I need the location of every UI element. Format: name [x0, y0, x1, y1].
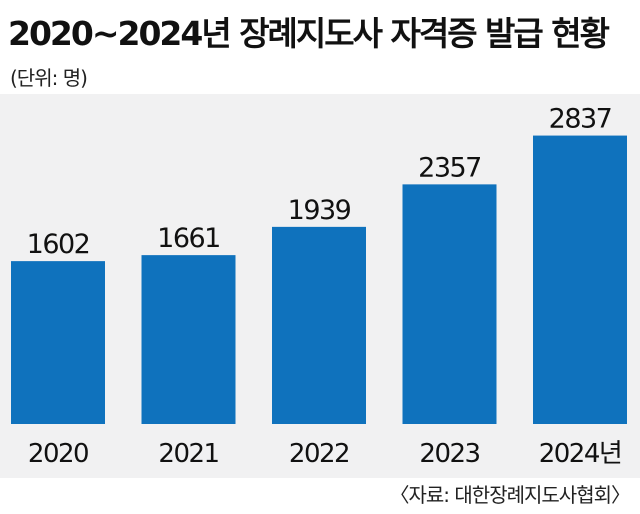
- x-tick-label-2024년: 2024년: [539, 439, 622, 469]
- bar-chart: 1602 2020 1661 2021 1939 2022 2357 2023 2837 2024…: [11, 104, 627, 469]
- x-tick-label-2022: 2022: [289, 439, 349, 469]
- x-tick-label-2020: 2020: [28, 439, 88, 469]
- bar-2020: [11, 261, 105, 424]
- bar-2021: [141, 255, 236, 424]
- x-tick-label-2021: 2021: [158, 439, 218, 469]
- chart-title: 2020~2024년 장례지도사 자격증 발급 현황: [8, 14, 610, 53]
- unit-label: (단위: 명): [10, 66, 88, 90]
- data-label-2022: 1939: [288, 195, 351, 226]
- data-label-2020: 1602: [27, 229, 90, 260]
- data-label-2024년: 2837: [549, 104, 612, 135]
- bar-2024년: [533, 135, 627, 425]
- bar-2022: [272, 226, 366, 424]
- chart-area: 1602 2020 1661 2021 1939 2022 2357 2023 2837 2024…: [0, 94, 640, 478]
- data-label-2021: 1661: [157, 223, 220, 254]
- data-label-2023: 2357: [418, 152, 481, 183]
- source-note: 〈자료: 대한장례지도사협회〉: [389, 483, 631, 507]
- x-tick-label-2023: 2023: [419, 439, 479, 469]
- bar-2023: [402, 184, 497, 424]
